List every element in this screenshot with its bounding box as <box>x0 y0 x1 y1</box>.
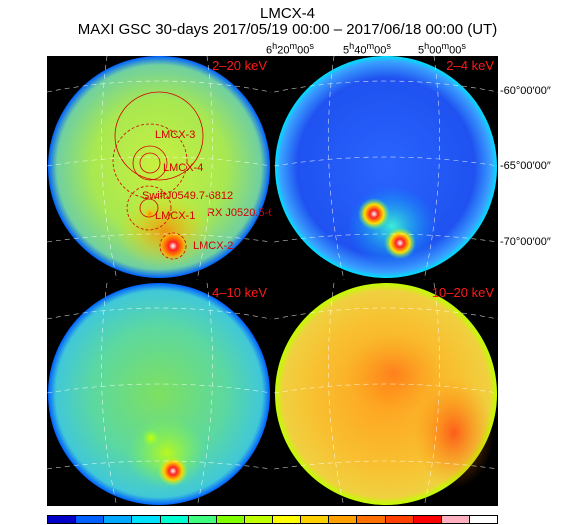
sky-map-grid: LMCX-3 LMCX-4 SwiftJ0549.7-6812 LMCX-1 R… <box>47 56 498 506</box>
color-scale-segment <box>469 516 497 523</box>
source-label: RX J0520.5-693 <box>207 207 271 219</box>
color-scale-segment <box>216 516 245 523</box>
color-scale-segment <box>132 516 161 523</box>
dec-tick-label: -70°00′00″ <box>500 236 551 248</box>
sky-image: LMCX-3 LMCX-4 SwiftJ0549.7-6812 LMCX-1 R… <box>47 56 271 280</box>
color-scale-segment <box>385 516 414 523</box>
source-label: LMCX-2 <box>193 240 233 252</box>
panel-2-20kev: LMCX-3 LMCX-4 SwiftJ0549.7-6812 LMCX-1 R… <box>47 56 271 280</box>
color-scale-segment <box>301 516 330 523</box>
panel-10-20kev: 10–20 keV <box>274 283 498 506</box>
energy-band-label: 10–20 keV <box>431 285 494 300</box>
ra-tick-label: 6h20m00s <box>266 41 314 57</box>
sky-image <box>274 283 498 506</box>
color-scale-segment <box>244 516 273 523</box>
color-scale-bar <box>47 515 498 524</box>
color-scale-segment <box>413 516 442 523</box>
color-scale-segment <box>188 516 217 523</box>
sky-image <box>47 283 271 506</box>
ra-tick-label: 5h00m00s <box>418 41 466 57</box>
color-scale-segment <box>273 516 302 523</box>
source-label: LMCX-4 <box>163 162 203 174</box>
energy-band-label: 4–10 keV <box>212 285 267 300</box>
dec-tick-label: -65°00′00″ <box>500 160 551 172</box>
color-scale-segment <box>160 516 189 523</box>
source-label: LMCX-3 <box>155 129 195 141</box>
source-label: SwiftJ0549.7-6812 <box>142 190 233 202</box>
sky-image <box>274 56 498 280</box>
ra-tick-label: 5h40m00s <box>343 41 391 57</box>
dec-tick-label: -60°00′00″ <box>500 85 551 97</box>
color-scale-segment <box>357 516 386 523</box>
color-scale-segment <box>48 516 77 523</box>
energy-band-label: 2–4 keV <box>446 58 494 73</box>
color-scale-segment <box>441 516 470 523</box>
panel-2-4kev: 2–4 keV <box>274 56 498 280</box>
panel-4-10kev: 4–10 keV <box>47 283 271 506</box>
color-scale-segment <box>104 516 133 523</box>
source-title: LMCX-4 <box>259 5 315 22</box>
color-scale-segment <box>76 516 105 523</box>
energy-band-label: 2–20 keV <box>212 58 267 73</box>
color-scale-segment <box>329 516 358 523</box>
observation-period: MAXI GSC 30-days 2017/05/19 00:00 – 2017… <box>77 21 498 38</box>
source-label: LMCX-1 <box>155 210 195 222</box>
